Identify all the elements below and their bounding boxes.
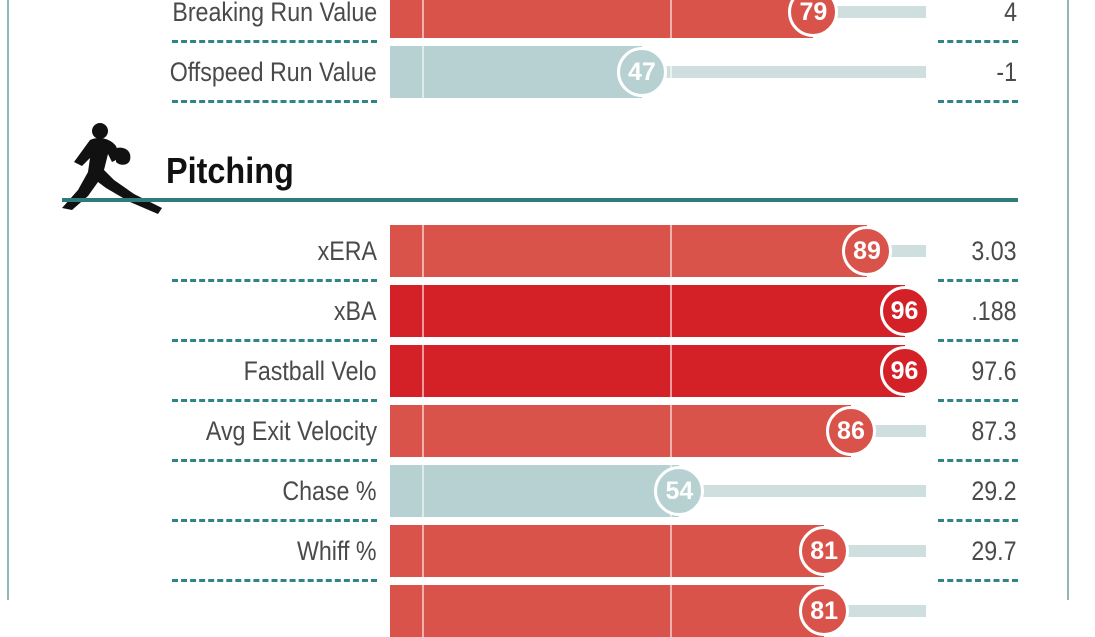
- stat-row: 81: [0, 585, 1095, 637]
- percentile-bar: [390, 465, 680, 517]
- percentile-track: 86: [390, 405, 926, 457]
- row-divider: [938, 459, 1018, 462]
- bar-gridline: [422, 465, 424, 517]
- pitching-section-header: Pitching: [0, 112, 1095, 214]
- stat-value: 29.7: [971, 536, 1017, 566]
- stat-row: Offspeed Run Value 47 -1: [0, 46, 1095, 98]
- percentile-bar: [390, 46, 642, 98]
- percentile-track: 96: [390, 285, 930, 337]
- percentile-track: 96: [390, 345, 930, 397]
- bar-gridline: [670, 345, 672, 397]
- percentile-badge: 89: [842, 226, 893, 276]
- percentile-track: 79: [390, 0, 926, 38]
- bar-gridline: [670, 405, 672, 457]
- percentile-bar: [390, 525, 825, 577]
- percentile-badge: 96: [879, 346, 930, 396]
- percentile-track: 81: [390, 585, 926, 637]
- percentile-bar: [390, 405, 851, 457]
- bar-gridline: [422, 0, 424, 38]
- stat-label: Whiff %: [297, 536, 377, 566]
- row-divider: [172, 579, 377, 582]
- bar-gridline: [670, 525, 672, 577]
- stat-row: Fastball Velo 96 97.6: [0, 345, 1095, 397]
- percentile-badge: 81: [799, 586, 850, 636]
- percentile-badge: 54: [654, 466, 705, 516]
- bar-gridline: [422, 525, 424, 577]
- bar-gridline: [422, 405, 424, 457]
- percentile-bar: [390, 225, 868, 277]
- stat-row: Breaking Run Value 79 4: [0, 0, 1095, 38]
- row-divider: [172, 100, 377, 103]
- stat-label: xBA: [334, 296, 377, 326]
- stat-row: Chase % 54 29.2: [0, 465, 1095, 517]
- stat-row: Whiff % 81 29.7: [0, 525, 1095, 577]
- percentile-track: 81: [390, 525, 926, 577]
- stat-label: xERA: [317, 236, 377, 266]
- percentile-track: 89: [390, 225, 926, 277]
- row-divider: [938, 579, 1018, 582]
- stat-row: Avg Exit Velocity 86 87.3: [0, 405, 1095, 457]
- stat-value: 87.3: [971, 416, 1017, 446]
- stat-value: 3.03: [971, 236, 1017, 266]
- bar-gridline: [422, 225, 424, 277]
- stat-value: .188: [971, 296, 1017, 326]
- track-remainder: [813, 6, 926, 18]
- bar-gridline: [670, 46, 672, 98]
- card-border-right: [1067, 0, 1069, 600]
- stat-value: -1: [996, 57, 1017, 87]
- track-remainder: [824, 545, 926, 557]
- row-divider: [938, 519, 1018, 522]
- stat-value: 4: [1004, 0, 1017, 27]
- stat-value: 97.6: [971, 356, 1017, 386]
- row-divider: [172, 399, 377, 402]
- row-divider: [938, 399, 1018, 402]
- percentile-bar: [390, 285, 905, 337]
- percentile-bar: [390, 345, 905, 397]
- percentile-bar: [390, 585, 825, 637]
- bar-gridline: [422, 345, 424, 397]
- stat-row: xERA 89 3.03: [0, 225, 1095, 277]
- percentile-track: 54: [390, 465, 926, 517]
- stat-label: Fastball Velo: [244, 356, 377, 386]
- bar-gridline: [670, 585, 672, 637]
- bar-gridline: [422, 285, 424, 337]
- track-remainder: [641, 66, 926, 78]
- row-divider: [938, 279, 1018, 282]
- section-rule: [62, 198, 1018, 202]
- percentile-badge: 81: [799, 526, 850, 576]
- bar-gridline: [422, 585, 424, 637]
- stat-label: Breaking Run Value: [172, 0, 377, 27]
- card-border-left: [7, 0, 9, 600]
- bar-gridline: [670, 285, 672, 337]
- track-remainder: [679, 485, 926, 497]
- bar-gridline: [422, 46, 424, 98]
- row-divider: [172, 279, 377, 282]
- percentile-badge: 47: [616, 47, 667, 97]
- percentile-badge: 96: [879, 286, 930, 336]
- row-divider: [172, 519, 377, 522]
- section-title: Pitching: [166, 150, 294, 191]
- row-divider: [172, 40, 377, 43]
- stat-label: Avg Exit Velocity: [205, 416, 377, 446]
- row-divider: [172, 459, 377, 462]
- row-divider: [172, 339, 377, 342]
- row-divider: [938, 40, 1018, 43]
- percentile-bar: [390, 0, 814, 38]
- stat-value: 29.2: [971, 476, 1017, 506]
- percentile-track: 47: [390, 46, 926, 98]
- stat-row: xBA 96 .188: [0, 285, 1095, 337]
- row-divider: [938, 100, 1018, 103]
- bar-gridline: [670, 0, 672, 38]
- pitcher-silhouette-icon: [62, 123, 162, 214]
- percentile-badge: 86: [825, 406, 876, 456]
- stat-label: Offspeed Run Value: [170, 57, 377, 87]
- row-divider: [938, 339, 1018, 342]
- stat-label: Chase %: [282, 476, 377, 506]
- bar-gridline: [670, 225, 672, 277]
